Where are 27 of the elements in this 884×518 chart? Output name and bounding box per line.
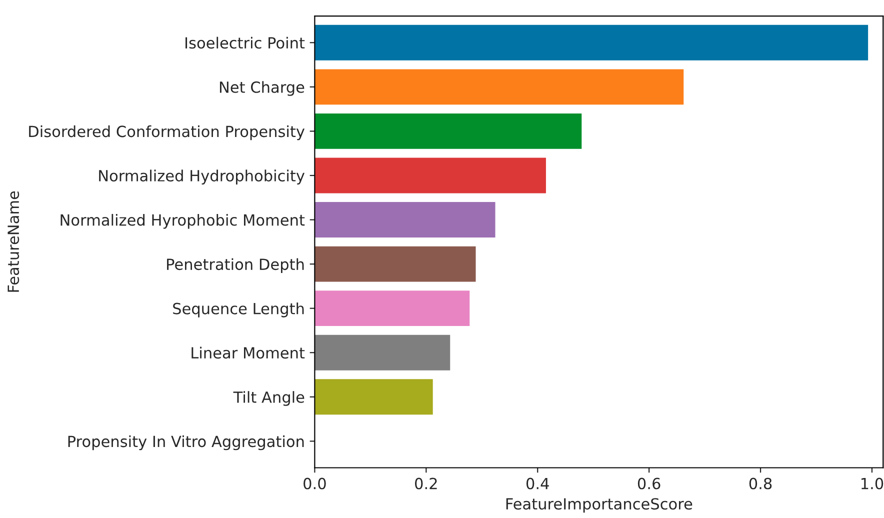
bar xyxy=(314,158,546,194)
y-tick-label: Net Charge xyxy=(220,81,304,96)
x-tick-label: 1.0 xyxy=(862,478,884,490)
y-tick-label: Isoelectric Point xyxy=(186,36,305,49)
x-tick-label: 0.2 xyxy=(415,478,437,490)
bar xyxy=(314,379,433,415)
y-tick-label: Tilt Angle xyxy=(233,391,304,406)
y-tick-label: Linear Moment xyxy=(192,346,305,359)
y-tick-label: Normalized Hyrophobic Moment xyxy=(60,214,305,229)
y-axis-title: FeatureName xyxy=(8,191,20,292)
x-tick-label: 0.8 xyxy=(749,478,772,490)
x-axis-title: FeatureImportanceScore xyxy=(506,498,692,513)
bar xyxy=(314,202,496,238)
x-tick-label: 0.0 xyxy=(304,478,326,490)
bar xyxy=(314,290,470,326)
bar xyxy=(314,113,582,149)
y-tick-label: Propensity In Vitro Aggregation xyxy=(68,435,304,450)
x-tick-label: 0.6 xyxy=(638,478,660,490)
bar xyxy=(314,24,868,60)
y-tick-label: Normalized Hydrophobicity xyxy=(99,170,305,184)
bar xyxy=(314,334,450,370)
x-tick-label: 0.4 xyxy=(526,478,549,490)
bar xyxy=(314,69,684,105)
y-tick-label: Sequence Length xyxy=(173,302,304,318)
bar xyxy=(314,246,476,282)
y-tick-label: Disordered Conformation Propensity xyxy=(29,125,305,140)
y-tick-label: Penetration Depth xyxy=(167,258,304,274)
